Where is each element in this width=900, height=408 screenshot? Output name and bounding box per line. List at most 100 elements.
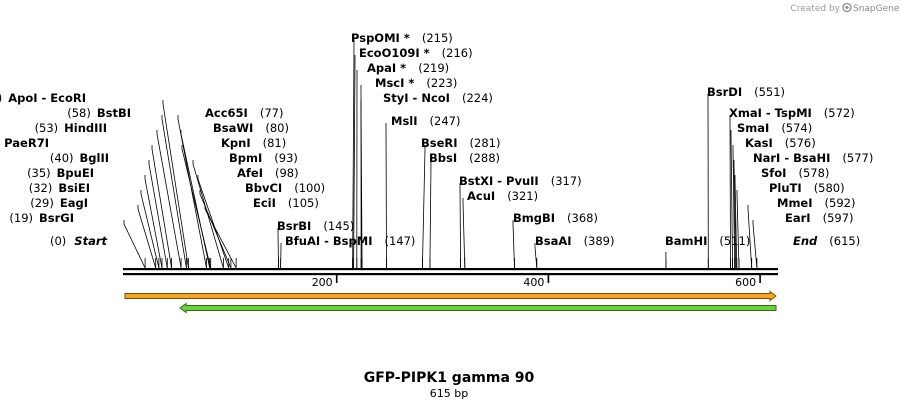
enzyme-name: EcoO109I *: [359, 46, 430, 60]
enzyme-label[interactable]: MslI (247): [391, 114, 460, 128]
connector-line: [137, 205, 157, 269]
enzyme-label[interactable]: (44)XhoI - PaeR7I: [0, 136, 49, 150]
green-reverse-feature[interactable]: [179, 302, 777, 314]
enzyme-name: BsiEI: [58, 181, 90, 195]
cut-position: (219): [418, 61, 449, 75]
enzyme-label[interactable]: BsaAI (389): [535, 234, 615, 248]
connector-line: [462, 198, 466, 269]
enzyme-label[interactable]: NarI - BsaHI (577): [753, 151, 873, 165]
enzyme-label[interactable]: (40) BglII: [50, 151, 109, 165]
enzyme-label[interactable]: KasI (576): [745, 136, 816, 150]
enzyme-label[interactable]: (29) EagI: [30, 196, 88, 210]
enzyme-name: BmgBI: [513, 211, 555, 225]
enzyme-label[interactable]: BsaWI (80): [213, 121, 289, 135]
cut-position: (576): [785, 136, 816, 150]
enzyme-label[interactable]: SmaI (574): [737, 121, 812, 135]
cut-position: (551): [754, 85, 785, 99]
enzyme-label[interactable]: EcoO109I * (216): [359, 46, 473, 60]
cut-position: (572): [824, 106, 855, 120]
cut-position: (53): [35, 121, 59, 135]
enzyme-label[interactable]: SfoI (578): [761, 166, 829, 180]
enzyme-name: AcuI: [467, 189, 495, 203]
cut-position: (321): [507, 189, 538, 203]
enzyme-label[interactable]: MmeI (592): [777, 196, 855, 210]
cut-position: (29): [30, 196, 54, 210]
connector-line: [459, 183, 461, 269]
snapgene-logo-icon: [842, 2, 852, 13]
enzyme-label[interactable]: BmgBI (368): [513, 211, 598, 225]
enzyme-label[interactable]: (0) Start: [50, 234, 108, 248]
cut-position: (574): [781, 121, 812, 135]
enzyme-label[interactable]: StyI - NcoI (224): [383, 91, 493, 105]
enzyme-label[interactable]: (35) BpuEI: [27, 166, 94, 180]
axis-ticks: 200 400 600: [312, 275, 761, 289]
connector-line: [181, 145, 212, 269]
enzyme-label[interactable]: BamHI (511): [665, 234, 750, 248]
cut-position: (145): [323, 219, 354, 233]
cut-position: (281): [470, 136, 501, 150]
features-track: [124, 290, 777, 314]
axis-tick-label: 600: [735, 276, 756, 289]
connector-line: [144, 175, 163, 269]
enzyme-label[interactable]: EarI (597): [785, 211, 854, 225]
enzyme-label[interactable]: Acc65I (77): [205, 106, 283, 120]
cut-position: (577): [842, 151, 873, 165]
enzyme-label[interactable]: BpmI (93): [229, 151, 298, 165]
cut-position: (216): [442, 46, 473, 60]
enzyme-label[interactable]: KpnI (81): [221, 136, 286, 150]
connector-line: [512, 220, 515, 269]
enzyme-name: AfeI: [237, 166, 263, 180]
enzyme-name: PspOMI *: [351, 31, 410, 45]
connector-line: [534, 243, 538, 269]
connector-line: [747, 205, 753, 269]
connector-line: [352, 40, 355, 269]
connector-line: [353, 55, 356, 269]
enzyme-label[interactable]: BseRI (281): [421, 136, 500, 150]
enzyme-label[interactable]: BsrBI (145): [277, 219, 354, 233]
site-connectors: [123, 40, 758, 269]
enzyme-label[interactable]: AcuI (321): [467, 189, 538, 203]
enzyme-name: EagI: [60, 196, 88, 210]
enzyme-label[interactable]: (53) HindIII: [35, 121, 107, 135]
enzyme-label[interactable]: BsrDI (551): [707, 85, 785, 99]
connector-line: [729, 115, 731, 269]
enzyme-name: BsaAI: [535, 234, 572, 248]
enzyme-label[interactable]: MscI * (223): [375, 76, 457, 90]
cut-position: (19): [9, 211, 33, 225]
enzyme-label[interactable]: BstXI - PvuII (317): [459, 174, 582, 188]
enzyme-label[interactable]: EciI (105): [253, 196, 319, 210]
credit-prefix: Created by: [790, 4, 840, 14]
enzyme-label[interactable]: BbsI (288): [429, 151, 500, 165]
connector-line: [733, 160, 737, 269]
enzyme-label[interactable]: PspOMI * (215): [351, 31, 453, 45]
enzyme-label[interactable]: PluTI (580): [769, 181, 845, 195]
enzyme-label[interactable]: AfeI (98): [237, 166, 299, 180]
enzyme-name: HindIII: [64, 121, 107, 135]
connector-line: [730, 130, 733, 269]
enzyme-label[interactable]: BbvCI (100): [245, 181, 325, 195]
enzyme-name: StyI - NcoI: [383, 91, 450, 105]
enzyme-label[interactable]: BfuAI - BspMI (147): [285, 234, 415, 248]
cut-position: (224): [462, 91, 493, 105]
cut-position: (93): [274, 151, 298, 165]
enzyme-name: NarI - BsaHI: [753, 151, 830, 165]
enzyme-name: XmaI - TspMI: [729, 106, 812, 120]
enzyme-label[interactable]: End (615): [793, 234, 860, 248]
enzyme-label[interactable]: (58) BstBI: [67, 106, 131, 120]
enzyme-label[interactable]: XmaI - TspMI (572): [729, 106, 855, 120]
enzyme-label[interactable]: (60) ApoI - EcoRI: [0, 91, 86, 105]
enzyme-label[interactable]: (19) BsrGI: [9, 211, 74, 225]
enzyme-label[interactable]: (32) BsiEI: [29, 181, 90, 195]
enzyme-name: BpuEI: [57, 166, 94, 180]
orange-forward-feature[interactable]: [124, 290, 777, 302]
credit-brand: SnapGene: [853, 4, 900, 14]
sequence-backbone: [123, 268, 778, 276]
enzyme-name: BsaWI: [213, 121, 253, 135]
enzyme-label[interactable]: ApaI * (219): [367, 61, 449, 75]
sequence-name: GFP-PIPK1 gamma 90: [364, 370, 535, 386]
connector-line: [429, 160, 432, 269]
enzyme-name: End: [793, 234, 818, 248]
cut-position: (592): [825, 196, 856, 210]
backbone-bottom-strand: [123, 273, 778, 276]
